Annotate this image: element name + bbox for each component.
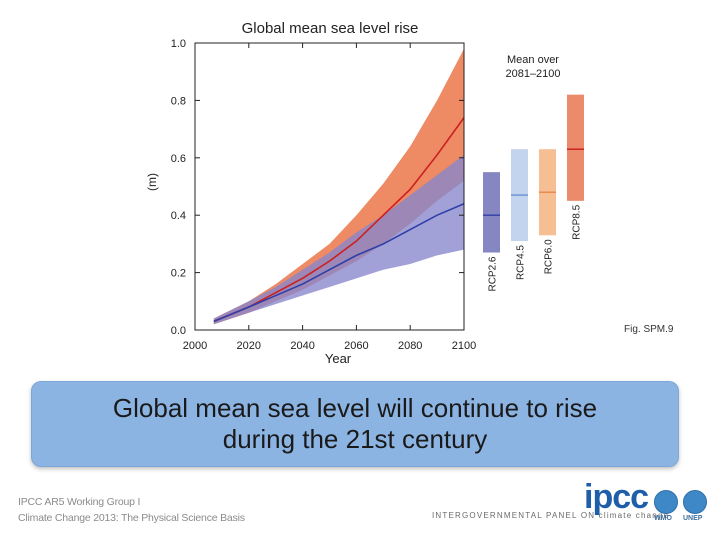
x-axis-label: Year [325,351,352,366]
bar-label-rcp45: RCP4.5 [516,245,527,280]
range-bar-rcp85 [567,94,584,201]
x-tick-label: 2100 [452,340,476,352]
x-tick-label: 2020 [237,340,261,352]
figure-reference: Fig. SPM.9 [624,324,674,335]
y-tick-label: 0.6 [171,153,186,165]
ipcc-logo: ipcc [584,478,649,516]
bar-label-rcp85: RCP8.5 [572,204,583,239]
x-tick-label: 2000 [183,340,207,352]
bar-label-rcp60: RCP6.0 [544,239,555,274]
caption-text: Global mean sea level will continue to r… [112,393,598,454]
range-bar-rcp26 [483,172,500,253]
ipcc-subtitle: INTERGOVERNMENTAL PANEL ON climate chang… [432,511,670,520]
bar-label-rcp26: RCP2.6 [488,256,499,291]
y-tick-label: 1.0 [171,38,186,50]
plot-frame [194,42,465,331]
chart-title: Global mean sea level rise [242,20,419,37]
band-rcp26 [213,154,464,325]
y-axis-label: (m) [145,173,159,191]
footer-credit: IPCC AR5 Working Group I Climate Change … [18,494,245,526]
y-tick-label: 0.0 [171,325,186,337]
unep-label: UNEP [683,515,703,522]
unep-emblem-icon [683,490,707,514]
wmo-label: WMO [654,515,672,522]
y-tick-label: 0.2 [171,268,186,280]
y-tick-label: 0.4 [171,210,186,222]
x-tick-label: 2040 [290,340,314,352]
footer-line-2: Climate Change 2013: The Physical Scienc… [18,512,245,524]
legend-title-line: 2081–2100 [505,68,560,80]
sea-level-chart: Global mean sea level rise (m) Year 0.0 0… [145,20,584,366]
mean-line-rcp85 [213,117,465,323]
mean-line-rcp26 [213,202,465,323]
x-tick-label: 2060 [344,340,368,352]
y-tick-label: 0.8 [171,95,186,107]
footer-line-1: IPCC AR5 Working Group I [18,496,141,508]
caption-box: Global mean sea level will continue to r… [31,381,679,467]
wmo-emblem-icon [654,490,678,514]
x-tick-label: 2080 [398,340,422,352]
legend-title-line: Mean over [507,54,559,66]
